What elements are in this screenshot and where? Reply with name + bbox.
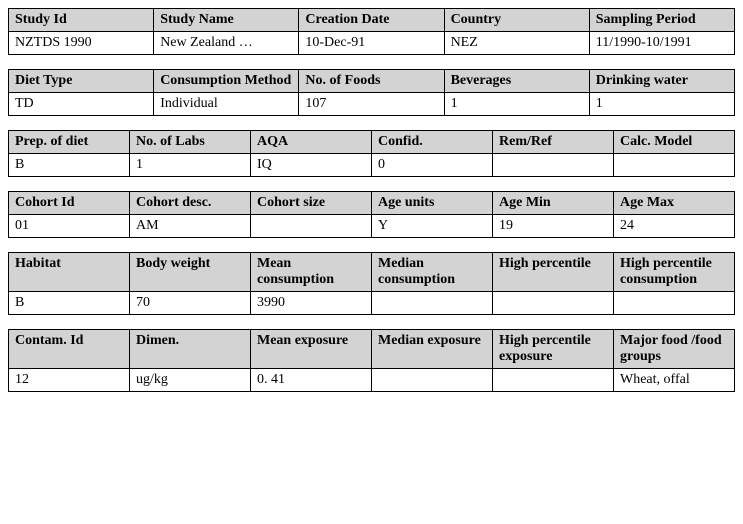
cell: AM (130, 215, 251, 238)
col-header: Calc. Model (614, 131, 735, 154)
cell: 11/1990-10/1991 (589, 32, 734, 55)
col-header: Diet Type (9, 70, 154, 93)
table-row: B 70 3990 (9, 292, 735, 315)
table-row: TD Individual 107 1 1 (9, 93, 735, 116)
cell (493, 369, 614, 392)
cell: Individual (154, 93, 299, 116)
contaminant-table: Contam. Id Dimen. Mean exposure Median e… (8, 329, 735, 392)
col-header: Mean consumption (251, 253, 372, 292)
cell: 1 (130, 154, 251, 177)
cell: IQ (251, 154, 372, 177)
cell (251, 215, 372, 238)
col-header: Cohort Id (9, 192, 130, 215)
cell: NZTDS 1990 (9, 32, 154, 55)
cell: Wheat, offal (614, 369, 735, 392)
cell: 70 (130, 292, 251, 315)
cell: 01 (9, 215, 130, 238)
cell: Y (372, 215, 493, 238)
table-row: B 1 IQ 0 (9, 154, 735, 177)
col-header: Median consumption (372, 253, 493, 292)
col-header: No. of Foods (299, 70, 444, 93)
table-row: 12 ug/kg 0. 41 Wheat, offal (9, 369, 735, 392)
cell (493, 154, 614, 177)
col-header: Cohort size (251, 192, 372, 215)
col-header: Habitat (9, 253, 130, 292)
cell: ug/kg (130, 369, 251, 392)
col-header: AQA (251, 131, 372, 154)
cell: 107 (299, 93, 444, 116)
study-details-table: Study Id Study Name Creation Date Countr… (8, 8, 735, 55)
cell: 0 (372, 154, 493, 177)
habitat-table: Habitat Body weight Mean consumption Med… (8, 252, 735, 315)
col-header: Contam. Id (9, 330, 130, 369)
col-header: Confid. (372, 131, 493, 154)
cell (614, 292, 735, 315)
cell (372, 292, 493, 315)
cell: 1 (589, 93, 734, 116)
col-header: Consumption Method (154, 70, 299, 93)
col-header: Prep. of diet (9, 131, 130, 154)
col-header: Age units (372, 192, 493, 215)
table-row: 01 AM Y 19 24 (9, 215, 735, 238)
col-header: Mean exposure (251, 330, 372, 369)
col-header: Major food /food groups (614, 330, 735, 369)
col-header: Study Id (9, 9, 154, 32)
col-header: Body weight (130, 253, 251, 292)
col-header: Cohort desc. (130, 192, 251, 215)
cell: 0. 41 (251, 369, 372, 392)
col-header: Study Name (154, 9, 299, 32)
cell: TD (9, 93, 154, 116)
cell: 24 (614, 215, 735, 238)
cell: 1 (444, 93, 589, 116)
diet-table: Diet Type Consumption Method No. of Food… (8, 69, 735, 116)
col-header: Drinking water (589, 70, 734, 93)
table-row: NZTDS 1990 New Zealand … 10-Dec-91 NEZ 1… (9, 32, 735, 55)
cell: 10-Dec-91 (299, 32, 444, 55)
cell: 19 (493, 215, 614, 238)
col-header: High percentile (493, 253, 614, 292)
col-header: Sampling Period (589, 9, 734, 32)
cell: New Zealand … (154, 32, 299, 55)
cell: 3990 (251, 292, 372, 315)
col-header: No. of Labs (130, 131, 251, 154)
col-header: Dimen. (130, 330, 251, 369)
cell (372, 369, 493, 392)
col-header: Beverages (444, 70, 589, 93)
cell: NEZ (444, 32, 589, 55)
cell: 12 (9, 369, 130, 392)
cohort-table: Cohort Id Cohort desc. Cohort size Age u… (8, 191, 735, 238)
col-header: Age Max (614, 192, 735, 215)
col-header: Age Min (493, 192, 614, 215)
cell: B (9, 154, 130, 177)
col-header: High percentile exposure (493, 330, 614, 369)
col-header: Creation Date (299, 9, 444, 32)
cell: B (9, 292, 130, 315)
col-header: Median exposure (372, 330, 493, 369)
col-header: Country (444, 9, 589, 32)
prep-table: Prep. of diet No. of Labs AQA Confid. Re… (8, 130, 735, 177)
col-header: High percentile consumption (614, 253, 735, 292)
cell (614, 154, 735, 177)
cell (493, 292, 614, 315)
col-header: Rem/Ref (493, 131, 614, 154)
